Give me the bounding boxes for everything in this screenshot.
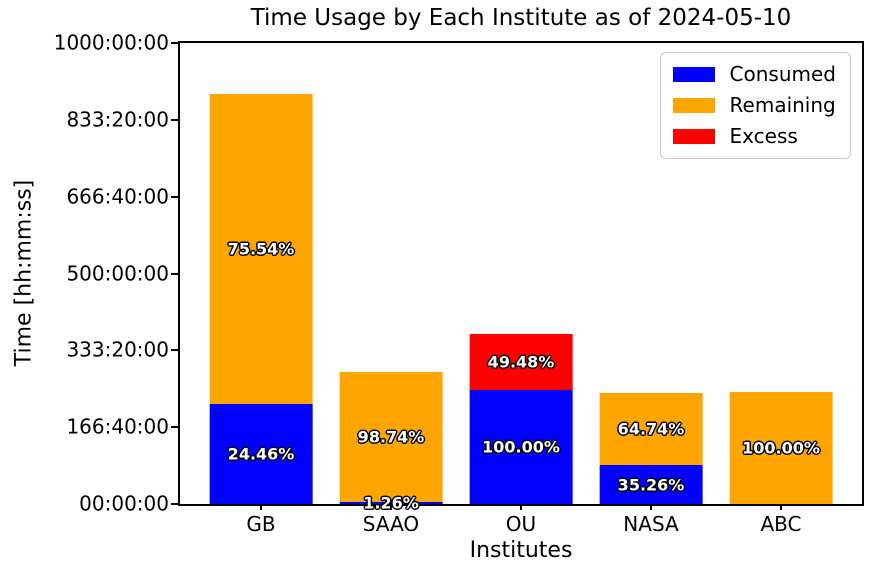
stacked-bar: 1.26% 98.74% — [339, 43, 443, 513]
bar-segment-consumed: 1.26% — [339, 494, 443, 513]
y-tick-label: 00:00:00 — [79, 491, 169, 516]
y-tick-mark — [171, 42, 178, 44]
bar-segment-remaining: 75.54% — [209, 93, 313, 404]
segment-percent-label: 75.54% — [227, 239, 295, 259]
x-tick-label: SAAO — [362, 512, 420, 536]
segment-percent-label: 35.26% — [617, 475, 685, 494]
segment-percent-label: 24.46% — [227, 444, 295, 464]
stacked-bar: 100.00% — [729, 43, 833, 504]
legend-items: Consumed Remaining Excess — [672, 62, 836, 148]
segment-percent-label: 100.00% — [482, 437, 560, 457]
bars-container: 24.46% 75.54% GB 1.26% 98.74% SAAO 100.00% 49.4… — [180, 43, 862, 536]
y-tick-label: 1000:00:00 — [53, 30, 169, 55]
y-tick-mark — [171, 195, 178, 198]
stacked-bar: 35.26% 64.74% — [599, 43, 703, 504]
x-tick-mark — [650, 504, 652, 510]
bar-slot: 100.00% ABC — [716, 43, 846, 536]
y-tick-mark — [171, 426, 178, 429]
legend-label: Remaining — [729, 93, 836, 117]
x-tick-mark — [260, 504, 262, 510]
bar-slot: 24.46% 75.54% GB — [196, 43, 326, 536]
legend-swatch — [672, 98, 715, 113]
segment-percent-label: 49.48% — [487, 352, 555, 372]
y-tick-mark — [171, 349, 178, 352]
legend-label: Consumed — [729, 62, 836, 86]
bar-slot: 35.26% 64.74% NASA — [586, 43, 716, 536]
bar-segment-excess: 49.48% — [469, 333, 573, 390]
y-tick-mark — [171, 272, 178, 275]
y-tick-label: 500:00:00 — [66, 261, 169, 286]
y-tick-label: 333:20:00 — [66, 337, 169, 362]
bar-segment-remaining: 98.74% — [339, 372, 443, 503]
segment-percent-label: 1.26% — [363, 494, 419, 513]
x-tick-mark — [520, 504, 522, 510]
legend-label: Excess — [729, 124, 798, 148]
y-tick-label: 666:40:00 — [66, 184, 169, 209]
legend-item: Remaining — [672, 93, 836, 117]
y-tick-mark — [171, 503, 178, 505]
y-tick-label: 833:20:00 — [66, 107, 169, 132]
chart-title: Time Usage by Each Institute as of 2024-… — [250, 5, 792, 31]
bar-segment-consumed: 24.46% — [209, 403, 313, 504]
legend-item: Excess — [672, 124, 836, 148]
bar-slot: 100.00% 49.48% OU — [456, 43, 586, 536]
segment-percent-label: 100.00% — [742, 438, 820, 458]
y-tick-mark — [171, 118, 178, 121]
segment-percent-label: 64.74% — [617, 419, 685, 439]
x-tick-label: NASA — [623, 512, 679, 536]
legend-swatch — [672, 67, 715, 82]
plot-area: 24.46% 75.54% GB 1.26% 98.74% SAAO 100.00% 49.4… — [54, 31, 864, 536]
bar-segment-consumed: 35.26% — [599, 465, 703, 504]
legend-swatch — [672, 129, 715, 144]
bar-segment-remaining: 64.74% — [599, 393, 703, 465]
stacked-bar: 24.46% 75.54% — [209, 43, 313, 504]
x-tick-label: GB — [246, 512, 276, 536]
x-tick-label: ABC — [760, 512, 802, 536]
bar-slot: 1.26% 98.74% SAAO — [326, 43, 456, 536]
x-tick-label: OU — [505, 512, 537, 536]
stacked-bar: 100.00% 49.48% — [469, 43, 573, 504]
legend: Consumed Remaining Excess — [659, 52, 851, 159]
bar-segment-remaining: 100.00% — [729, 391, 833, 504]
y-tick-label: 166:40:00 — [66, 414, 169, 439]
legend-item: Consumed — [672, 62, 836, 86]
bar-segment-consumed: 100.00% — [469, 390, 573, 504]
segment-percent-label: 98.74% — [357, 427, 425, 447]
y-axis-label: Time [hh:mm:ss] — [11, 179, 37, 367]
x-tick-mark — [780, 504, 782, 510]
x-axis-label: Institutes — [469, 538, 573, 563]
x-tick-mark — [390, 504, 392, 510]
